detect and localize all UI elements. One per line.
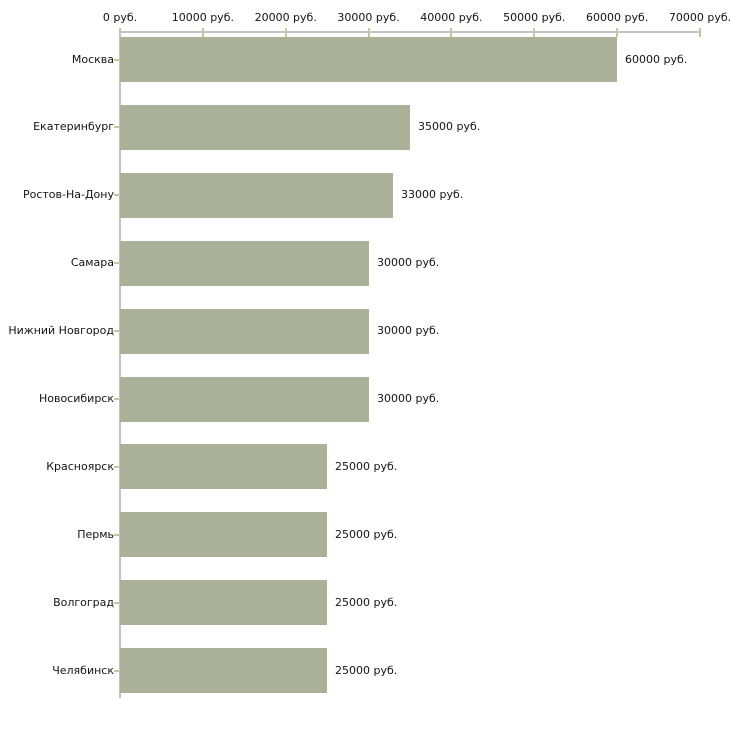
value-label: 25000 руб. bbox=[335, 460, 398, 473]
category-label: Новосибирск bbox=[38, 392, 114, 405]
y-axis-tick-mark bbox=[114, 330, 119, 332]
x-axis-tick-label: 70000 руб. bbox=[668, 11, 730, 24]
category-label: Волгоград bbox=[53, 596, 114, 609]
bar bbox=[120, 37, 617, 82]
value-label: 30000 руб. bbox=[377, 324, 440, 337]
y-axis-tick-mark bbox=[114, 466, 119, 468]
value-label: 25000 руб. bbox=[335, 528, 398, 541]
x-axis-tick-label: 10000 руб. bbox=[171, 11, 234, 24]
value-label: 25000 руб. bbox=[335, 596, 398, 609]
value-label: 30000 руб. bbox=[377, 256, 440, 269]
bar bbox=[120, 512, 327, 557]
y-axis-tick-mark bbox=[114, 59, 119, 61]
bar bbox=[120, 173, 393, 218]
x-axis-tick-label: 0 руб. bbox=[102, 11, 138, 24]
value-label: 60000 руб. bbox=[625, 53, 688, 66]
value-label: 25000 руб. bbox=[335, 664, 398, 677]
bar bbox=[120, 580, 327, 625]
y-axis-tick-mark bbox=[114, 602, 119, 604]
bar bbox=[120, 444, 327, 489]
x-axis-tick-label: 40000 руб. bbox=[420, 11, 483, 24]
category-label: Самара bbox=[70, 256, 114, 269]
y-axis-tick-mark bbox=[114, 534, 119, 536]
bar bbox=[120, 309, 369, 354]
category-label: Ростов-На-Дону bbox=[22, 188, 114, 201]
x-axis-line bbox=[119, 31, 700, 33]
x-axis-tick-label: 30000 руб. bbox=[337, 11, 400, 24]
y-axis-tick-mark bbox=[114, 398, 119, 400]
x-axis-tick-label: 20000 руб. bbox=[254, 11, 317, 24]
category-label: Красноярск bbox=[46, 460, 114, 473]
category-label: Москва bbox=[71, 53, 114, 66]
value-label: 35000 руб. bbox=[418, 120, 481, 133]
category-label: Нижний Новгород bbox=[8, 324, 114, 337]
x-axis-tick-label: 50000 руб. bbox=[503, 11, 566, 24]
category-label: Екатеринбург bbox=[33, 120, 114, 133]
value-label: 30000 руб. bbox=[377, 392, 440, 405]
x-axis-tick-label: 60000 руб. bbox=[586, 11, 649, 24]
x-axis-tick-mark bbox=[699, 28, 701, 37]
value-label: 33000 руб. bbox=[401, 188, 464, 201]
bar bbox=[120, 241, 369, 286]
y-axis-line bbox=[119, 31, 121, 698]
bar bbox=[120, 377, 369, 422]
category-label: Челябинск bbox=[52, 664, 114, 677]
bar bbox=[120, 105, 410, 150]
y-axis-tick-mark bbox=[114, 126, 119, 128]
bar bbox=[120, 648, 327, 693]
y-axis-tick-mark bbox=[114, 194, 119, 196]
y-axis-tick-mark bbox=[114, 262, 119, 264]
category-label: Пермь bbox=[77, 528, 114, 541]
y-axis-tick-mark bbox=[114, 670, 119, 672]
